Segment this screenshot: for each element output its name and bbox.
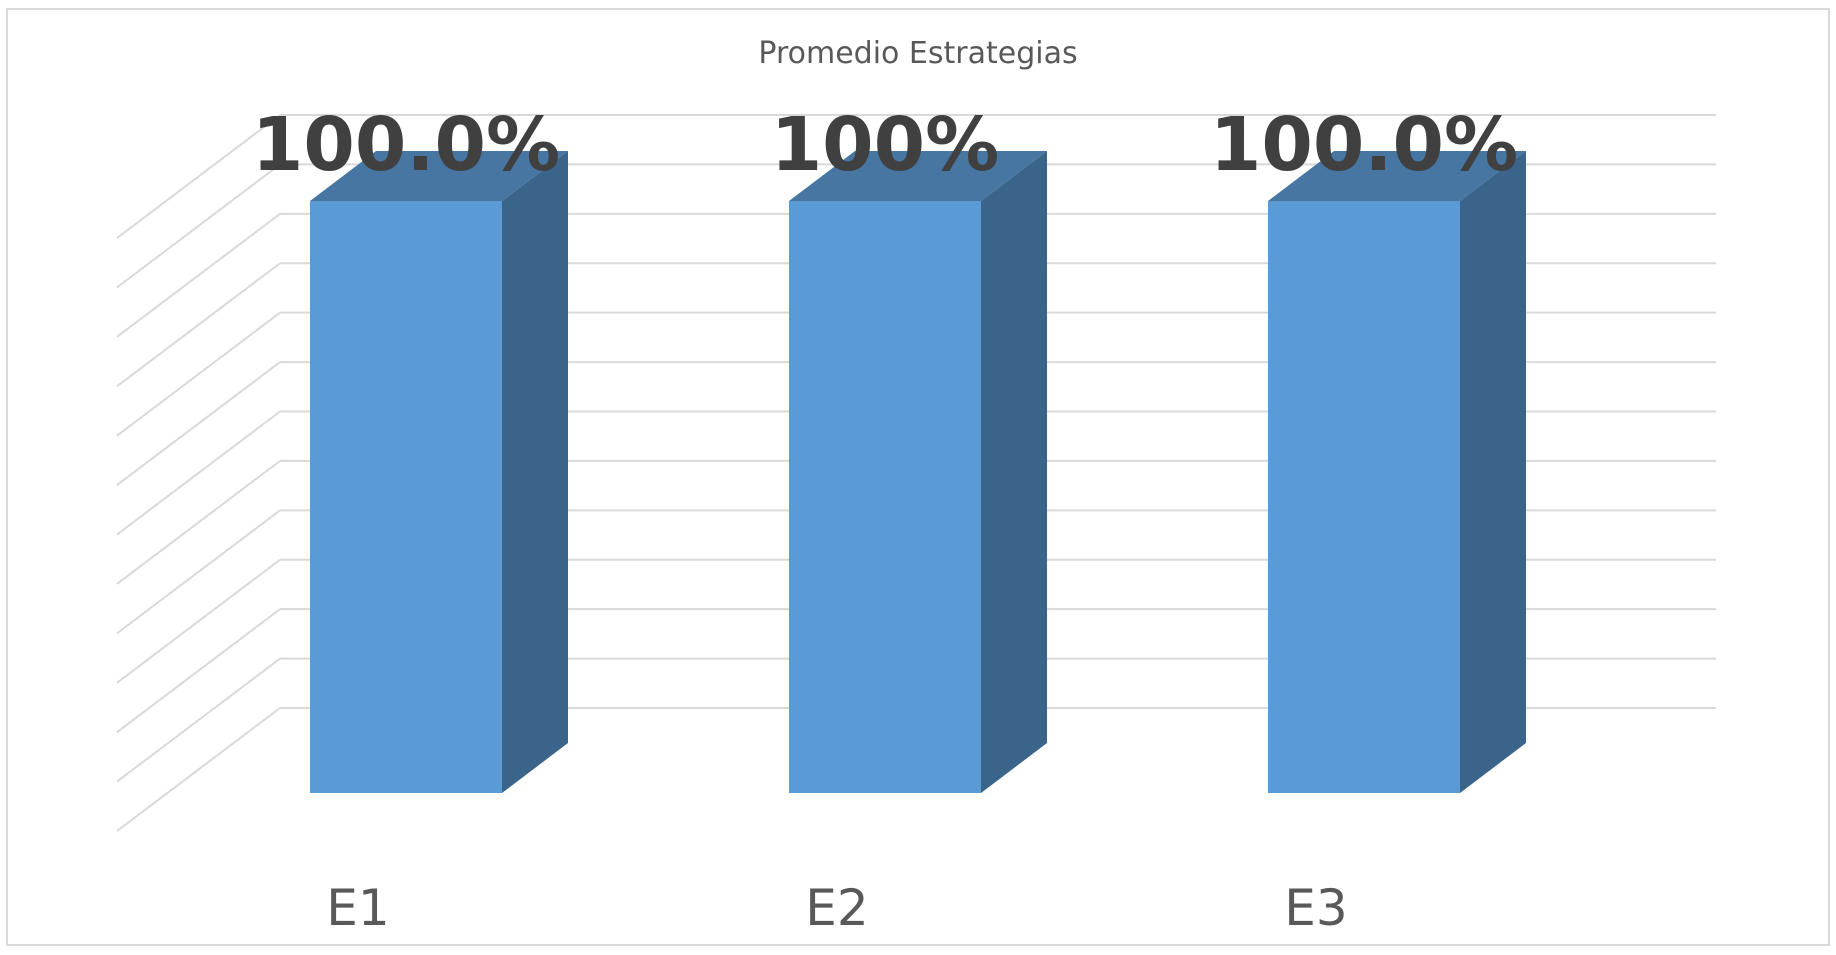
gridline-diagonal xyxy=(116,707,281,832)
bar-e1 xyxy=(310,151,568,793)
bars xyxy=(310,151,1526,793)
gridline-diagonal xyxy=(116,262,281,388)
gridline-diagonal xyxy=(116,509,281,635)
bar-side-face xyxy=(1460,151,1526,793)
chart-title: Promedio Estrategias xyxy=(758,36,1077,71)
bar-front-face xyxy=(789,201,981,793)
bar-top-face xyxy=(310,151,568,201)
data-label-e3: 100.0% xyxy=(1210,102,1518,188)
gridline-diagonal xyxy=(116,361,281,486)
gridline-diagonal xyxy=(116,608,281,733)
category-label-e1: E1 xyxy=(326,879,389,937)
category-label-e2: E2 xyxy=(805,879,868,937)
bar-top-face xyxy=(789,151,1047,201)
gridline-diagonal xyxy=(116,114,281,239)
bar-front-face xyxy=(1268,201,1460,793)
bar-e2 xyxy=(789,151,1047,793)
gridline-diagonal xyxy=(116,558,281,684)
data-label-e2: 100% xyxy=(771,102,1000,188)
category-label-e3: E3 xyxy=(1284,879,1347,937)
gridline-diagonal xyxy=(116,460,281,585)
category-labels: E1 E2 E3 xyxy=(326,879,1347,937)
bar-side-face xyxy=(502,151,568,793)
bar-front-face xyxy=(310,201,502,793)
gridline-diagonal xyxy=(116,213,281,338)
bar-e3 xyxy=(1268,151,1526,793)
data-labels: 100.0% 100% 100.0% xyxy=(252,102,1518,188)
gridline-diagonal xyxy=(116,657,281,783)
data-label-e1: 100.0% xyxy=(252,102,560,188)
gridline-diagonal xyxy=(116,311,281,437)
bar-top-face xyxy=(1268,151,1526,201)
bar-side-face xyxy=(981,151,1047,793)
gridline-diagonal xyxy=(116,163,281,289)
gridline-diagonal xyxy=(116,410,281,536)
